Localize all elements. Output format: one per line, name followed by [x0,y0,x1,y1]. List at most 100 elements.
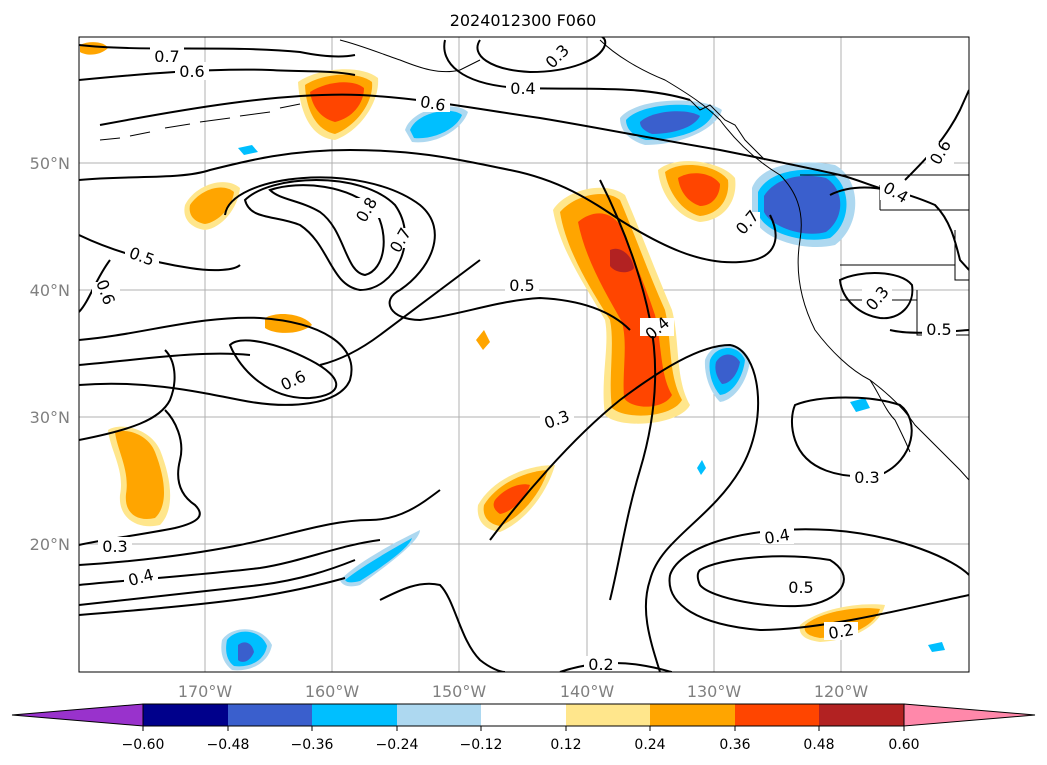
lon-label: 170°W [178,682,233,701]
anomaly-blob-north-red [678,173,720,206]
contour-label: 0.5 [926,320,951,339]
contour-0-3-gulf [476,37,607,74]
lat-label: 30°N [30,408,70,427]
colorbar-segment [735,704,819,726]
lat-label: 50°N [30,154,70,173]
anomaly-blob-north-central-cyan [410,110,462,139]
contour-label: 0.7 [154,47,179,66]
latitude-labels: 50°N 40°N 30°N 20°N [30,154,70,554]
coastline-bc-islands [689,99,766,161]
contour-label: 0.2 [588,655,613,674]
anomaly-blob-subtropic-red [493,484,530,514]
contour-0-4-south [668,528,969,632]
anomaly-blob-central-band-darkred [610,248,634,273]
contour-0-6-north [79,68,356,81]
map-title: 2024012300 F060 [450,11,597,30]
colorbar-tick-label: 0.24 [634,737,665,753]
contour-0-6-alaska [99,93,906,196]
coastline-baja [869,379,911,453]
contour-0-4-diag [599,179,657,601]
contour-0-8-low [268,184,385,277]
lon-label: 140°W [560,682,615,701]
colorbar-segment [650,704,735,726]
coastline-alaska-north [339,39,481,73]
colorbar-ticks [142,726,905,731]
colorbar-tick-label: −0.36 [291,737,334,753]
anomaly-blob-gulf-alaska-blue [640,111,700,134]
colorbar-segment [819,704,904,726]
lon-label: 150°W [432,682,487,701]
colorbar-segment [481,704,566,726]
contour-0-4-center [79,259,481,366]
contour-0-2-sw [79,577,346,616]
contour-0-3-ne [838,272,914,320]
colorbar-tick-label: 0.48 [803,737,834,753]
map-frame [78,36,970,673]
contour-0-3-west [79,409,201,546]
contour-label-group: 0.7 0.6 0.3 0.4 0.6 0.8 0.7 0.5 0.6 0.5 … [92,41,956,674]
coastline-aleutians [99,103,301,141]
contour-label: 0.2 [827,620,855,643]
anomaly-blob-southwest-blue [238,642,254,662]
contour-0-4-ne [829,186,969,271]
contour-label: 0.3 [854,468,879,487]
anomaly-blob-small-a [265,314,312,333]
contour-label: 0.5 [788,578,813,597]
contour-0-3-south [379,582,506,672]
colorbar-segment [397,704,481,726]
anomaly-blob-tiny-a [238,145,258,155]
contour-0-7-north [79,44,356,58]
lon-label: 160°W [305,682,360,701]
anomaly-blob-bc-coast-blue [764,175,841,234]
contour-0-6-mid [228,339,338,400]
contour-label: 0.6 [179,62,204,81]
contour-0-7-low [243,179,406,292]
contour-0-6-ne [904,89,969,181]
colorbar-tick-label: −0.48 [207,737,250,753]
anomaly-blob-tiny-c [928,642,945,652]
anomaly-blob-central-band-red [578,213,672,407]
contour-0-5-mid [79,316,353,406]
colorbar-tick-label: −0.12 [460,737,503,753]
coastline-alaska [599,39,969,481]
colorbar-tick-label: 0.36 [719,737,750,753]
contour-label: 0.3 [102,537,127,556]
contour-0-2-south [559,661,673,672]
contour-0-5-west [79,234,241,272]
lat-label: 40°N [30,281,70,300]
colorbar-tick-label: 0.12 [550,737,581,753]
contour-label: 0.4 [763,525,791,548]
contour-0-4-sw [79,559,356,606]
colorbar-outline [142,703,905,727]
colorbar-segment [312,704,397,726]
contour-lines [79,37,969,672]
contour-0-4-west [79,489,441,566]
colorbar-segment [143,704,228,726]
anomaly-blob-small-b [80,42,108,55]
colorbar-tick-label: −0.24 [376,737,419,753]
contour-0-6-low [224,176,631,331]
anomaly-blob-west-pacific-orange [115,430,165,519]
lon-label: 130°W [687,682,742,701]
longitude-labels: 170°W 160°W 150°W 140°W 130°W 120°W [178,682,869,701]
anomaly-blob-alaska-inner [310,82,364,122]
lon-label: 120°W [814,682,869,701]
colorbar-extend-min [11,703,144,727]
contour-label: 0.3 [862,282,893,314]
contour-label: 0.4 [510,79,535,98]
coastlines [99,39,969,481]
contour-label: 0.5 [509,276,534,295]
anomaly-blob-dateline-core [189,187,234,224]
contour-0-5-main [79,148,777,264]
anomaly-blob-small-c [476,330,490,350]
contour-label: 0.6 [419,92,447,115]
colorbar-extend-max [903,703,1036,727]
negative-anomalies [221,100,945,671]
anomaly-blob-tiny-b [850,398,870,412]
colorbar-tick-label: −0.60 [122,737,165,753]
anomaly-blob-streak-cyan [345,538,412,583]
colorbar-segment [566,704,650,726]
contour-0-5-south [696,555,845,608]
colorbar-segment [228,704,312,726]
